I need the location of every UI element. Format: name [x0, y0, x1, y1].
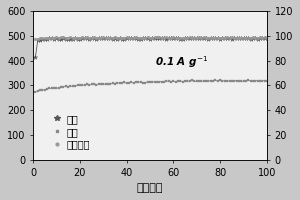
charge — [174, 37, 178, 40]
discharge — [153, 81, 157, 83]
charge — [34, 56, 37, 58]
ce — [155, 36, 159, 38]
charge — [256, 38, 260, 40]
discharge — [34, 90, 37, 93]
discharge — [78, 84, 82, 86]
ce — [265, 36, 269, 39]
discharge — [256, 79, 260, 82]
Line: charge: charge — [33, 35, 269, 59]
discharge — [249, 79, 252, 82]
charge — [155, 37, 159, 40]
ce — [174, 37, 178, 39]
ce — [256, 37, 260, 39]
charge — [249, 37, 252, 40]
charge — [87, 38, 91, 40]
discharge — [265, 80, 269, 82]
Line: ce: ce — [34, 36, 268, 41]
charge — [78, 38, 82, 40]
Legend: 充电, 放电, 库伦效率: 充电, 放电, 库伦效率 — [50, 110, 94, 154]
X-axis label: 循环次数: 循环次数 — [137, 183, 163, 193]
ce — [34, 38, 37, 41]
Line: discharge: discharge — [34, 78, 268, 93]
discharge — [172, 80, 175, 82]
ce — [55, 36, 58, 38]
Text: 0.1 A g$^{-1}$: 0.1 A g$^{-1}$ — [155, 54, 208, 70]
discharge — [87, 84, 91, 86]
ce — [90, 37, 93, 39]
charge — [265, 37, 269, 40]
ce — [249, 37, 252, 39]
ce — [80, 36, 84, 38]
charge — [106, 36, 110, 39]
discharge — [218, 79, 222, 81]
